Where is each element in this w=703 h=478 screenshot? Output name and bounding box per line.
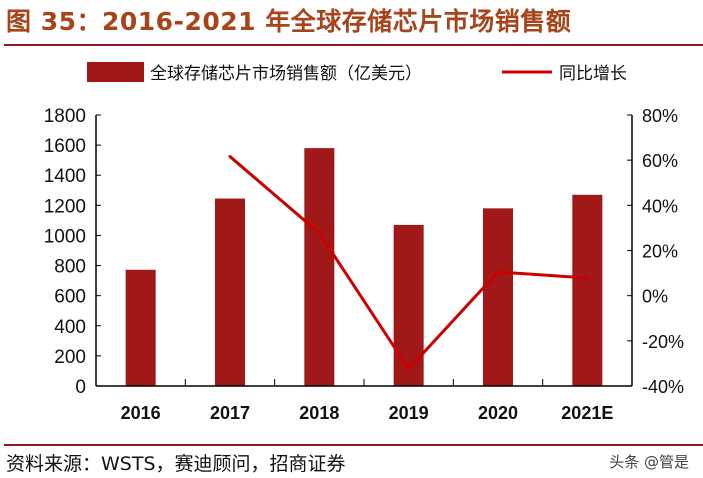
- title-divider: [4, 44, 703, 46]
- right-tick-label: 20%: [642, 242, 678, 262]
- legend-bar-label: 全球存储芯片市场销售额（亿美元）: [150, 64, 422, 83]
- left-tick-label: 600: [54, 287, 86, 308]
- bar-2021E: [572, 194, 603, 386]
- x-tick-label: 2018: [299, 403, 339, 423]
- left-tick-label: 1000: [44, 226, 86, 247]
- bar-2017: [215, 198, 245, 386]
- left-tick-label: 1600: [44, 136, 86, 157]
- x-tick-label: 2017: [210, 403, 250, 423]
- chart: 全球存储芯片市场销售额（亿美元） 同比增长 0 200 400 600 800 1000 120…: [44, 62, 684, 423]
- left-tick-label: 0: [75, 377, 86, 398]
- left-tick-label: 800: [54, 257, 86, 278]
- right-tick-label: 80%: [642, 106, 678, 126]
- watermark: 头条 @管是: [609, 453, 689, 471]
- growth-point: [317, 231, 321, 235]
- left-tick-label: 400: [54, 317, 86, 338]
- left-tick-label: 1800: [44, 106, 86, 127]
- bar-2019: [393, 224, 424, 386]
- left-tick-label: 200: [54, 347, 86, 368]
- growth-point: [585, 276, 589, 280]
- right-tick-label: 60%: [642, 151, 678, 171]
- left-tick-label: 1400: [44, 166, 86, 187]
- x-tick-label: 2021E: [561, 403, 613, 423]
- bar-2020: [483, 208, 513, 386]
- growth-point: [228, 155, 232, 159]
- bar-2018: [304, 148, 335, 386]
- source-note: 资料来源：WSTS，赛迪顾问，招商证券: [6, 453, 346, 475]
- right-tick-label: -40%: [642, 377, 684, 397]
- source-divider: [4, 444, 703, 446]
- right-tick-label: -20%: [642, 332, 684, 352]
- legend-bar-swatch: [87, 62, 144, 82]
- growth-point: [407, 367, 411, 371]
- legend-line-label: 同比增长: [559, 64, 627, 83]
- right-tick-label: 0%: [642, 287, 668, 307]
- right-tick-label: 40%: [642, 196, 678, 216]
- x-tick-label: 2020: [478, 403, 518, 423]
- figure-title: 图 35：2016-2021 年全球存储芯片市场销售额: [6, 7, 572, 36]
- left-tick-label: 1200: [44, 196, 86, 217]
- x-tick-label: 2019: [389, 403, 429, 423]
- growth-point: [496, 270, 500, 274]
- bar-2016: [125, 269, 156, 386]
- x-tick-label: 2016: [121, 403, 161, 423]
